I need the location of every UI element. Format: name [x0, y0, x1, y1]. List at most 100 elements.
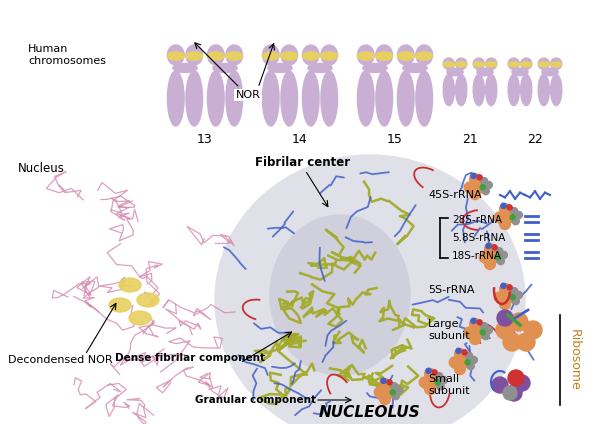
Ellipse shape — [443, 75, 455, 106]
Circle shape — [500, 204, 510, 214]
Ellipse shape — [539, 58, 549, 70]
Ellipse shape — [486, 75, 497, 106]
Circle shape — [501, 283, 506, 288]
Ellipse shape — [376, 45, 392, 65]
Circle shape — [507, 285, 512, 290]
Circle shape — [480, 178, 488, 185]
Circle shape — [510, 295, 515, 300]
Ellipse shape — [109, 298, 131, 312]
Circle shape — [507, 205, 512, 210]
Circle shape — [385, 387, 396, 398]
Circle shape — [497, 213, 507, 224]
Text: Granular component: Granular component — [195, 395, 316, 405]
Ellipse shape — [268, 64, 292, 73]
Ellipse shape — [358, 45, 374, 65]
Ellipse shape — [321, 52, 338, 60]
Circle shape — [494, 212, 505, 223]
Circle shape — [467, 363, 474, 370]
Circle shape — [505, 212, 516, 223]
Circle shape — [465, 353, 473, 360]
Ellipse shape — [508, 75, 519, 106]
Circle shape — [455, 364, 465, 374]
Ellipse shape — [358, 71, 374, 126]
Ellipse shape — [398, 71, 414, 126]
Circle shape — [500, 251, 507, 259]
Circle shape — [470, 357, 477, 363]
Circle shape — [503, 333, 521, 351]
Ellipse shape — [521, 62, 532, 67]
Ellipse shape — [376, 52, 392, 60]
Ellipse shape — [186, 45, 202, 65]
Circle shape — [455, 349, 465, 359]
Ellipse shape — [508, 58, 519, 70]
Circle shape — [470, 189, 480, 200]
Circle shape — [485, 181, 492, 189]
Circle shape — [464, 182, 475, 192]
Circle shape — [477, 175, 482, 180]
Ellipse shape — [542, 68, 558, 76]
Circle shape — [486, 243, 491, 248]
Circle shape — [494, 292, 505, 303]
Ellipse shape — [416, 71, 432, 126]
Ellipse shape — [456, 58, 467, 70]
Ellipse shape — [550, 62, 562, 67]
Ellipse shape — [512, 68, 528, 76]
Circle shape — [512, 298, 519, 305]
Circle shape — [471, 173, 476, 179]
Ellipse shape — [281, 45, 298, 65]
Circle shape — [485, 259, 495, 270]
Circle shape — [419, 377, 430, 388]
Circle shape — [495, 255, 500, 260]
Circle shape — [500, 299, 510, 310]
Ellipse shape — [281, 71, 298, 126]
Ellipse shape — [302, 45, 319, 65]
Ellipse shape — [213, 64, 237, 73]
Circle shape — [460, 357, 471, 368]
Ellipse shape — [226, 52, 243, 60]
Circle shape — [517, 333, 535, 351]
Ellipse shape — [363, 64, 387, 73]
Text: 5S-rRNA: 5S-rRNA — [428, 285, 474, 295]
Circle shape — [480, 323, 488, 330]
Text: Large
subunit: Large subunit — [428, 319, 470, 341]
Circle shape — [514, 375, 530, 391]
Text: Dense fibrilar component: Dense fibrilar component — [115, 353, 265, 363]
Circle shape — [510, 287, 518, 295]
Text: Ribosome: Ribosome — [568, 329, 581, 391]
Ellipse shape — [186, 71, 202, 126]
Circle shape — [432, 370, 437, 375]
Ellipse shape — [129, 311, 151, 325]
Ellipse shape — [376, 71, 392, 126]
Circle shape — [500, 219, 510, 229]
Circle shape — [435, 373, 443, 380]
Circle shape — [485, 326, 492, 334]
Circle shape — [510, 215, 515, 220]
Ellipse shape — [302, 71, 319, 126]
Ellipse shape — [262, 45, 279, 65]
Ellipse shape — [168, 71, 184, 126]
Text: 13: 13 — [197, 133, 213, 146]
Ellipse shape — [456, 62, 467, 67]
Ellipse shape — [226, 45, 243, 65]
Circle shape — [475, 327, 486, 338]
Text: Small
subunit: Small subunit — [428, 374, 470, 396]
Ellipse shape — [226, 71, 243, 126]
Circle shape — [482, 332, 489, 340]
Ellipse shape — [403, 64, 427, 73]
Text: Fibrilar center: Fibrilar center — [255, 156, 350, 168]
Circle shape — [425, 368, 435, 379]
Ellipse shape — [443, 62, 455, 67]
Ellipse shape — [473, 58, 485, 70]
Text: 28S-rRNA: 28S-rRNA — [452, 215, 502, 225]
Text: Decondensed NOR: Decondensed NOR — [8, 355, 113, 365]
Text: Nucleus: Nucleus — [18, 162, 65, 175]
Circle shape — [479, 252, 490, 262]
Circle shape — [422, 379, 432, 389]
Ellipse shape — [168, 52, 184, 60]
Ellipse shape — [270, 215, 410, 375]
Ellipse shape — [521, 75, 532, 106]
Ellipse shape — [308, 64, 332, 73]
Circle shape — [510, 313, 528, 331]
Ellipse shape — [550, 58, 562, 70]
Ellipse shape — [416, 45, 432, 65]
